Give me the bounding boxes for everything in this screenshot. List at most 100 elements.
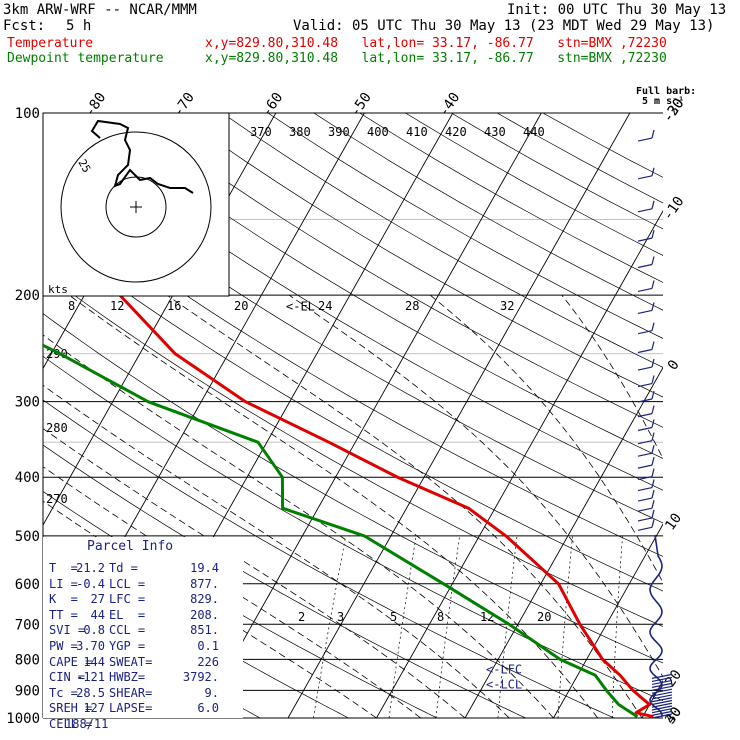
dewpoint-legend: Dewpoint temperature: [7, 51, 164, 66]
wind-barb: [651, 679, 673, 686]
isotherm-line: [0, 113, 10, 718]
upper-mixing-label: 12: [110, 299, 124, 313]
level-annotation: <-LFC: [486, 663, 522, 677]
parcel-param-label: HWBZ=: [109, 670, 146, 685]
parcel-param-value: 6.0: [197, 701, 219, 716]
theta-label: 430: [484, 125, 506, 139]
wind-barb: [651, 167, 655, 176]
parcel-param-label: EL =: [109, 607, 146, 622]
wind-barb: [651, 229, 655, 239]
mixing-ratio-line: [497, 535, 518, 718]
wind-barb: [651, 697, 673, 703]
parcel-param-value: 877.: [190, 576, 219, 591]
fcst-value: 5 h: [66, 18, 92, 34]
wind-barb: [651, 713, 673, 719]
parcel-param-value: 127: [83, 701, 105, 716]
wind-barb: [651, 489, 655, 499]
dry-adiabat: [43, 355, 663, 702]
isotherm-line: [464, 366, 663, 718]
wind-barb: [637, 137, 653, 142]
isotherm-label: -10: [660, 194, 688, 224]
valid-time: Valid: 05 UTC Thu 30 May 13 (23 MDT Wed …: [293, 18, 715, 34]
parcel-param-label: T =: [49, 561, 78, 575]
dry-adiabat: [43, 313, 663, 664]
theta-label: 420: [445, 125, 467, 139]
isotherm-label: -40: [436, 90, 464, 120]
isotherm-line: [731, 113, 740, 718]
hodograph-units: kts: [48, 283, 68, 296]
moist-adiabat: [43, 428, 466, 718]
mixing-ratio-label: 5: [390, 610, 397, 624]
wind-barb: [651, 688, 673, 694]
wind-barb: [651, 509, 655, 519]
wind-barb: [651, 322, 655, 331]
parcel-param-value: 28.5: [76, 685, 105, 700]
isotherm-line: [641, 679, 663, 718]
wind-barb: [637, 413, 653, 418]
theta-label: 410: [406, 125, 428, 139]
parcel-param-label: LCL =: [109, 576, 146, 591]
theta-label: 370: [250, 125, 272, 139]
wind-barb: [637, 526, 653, 531]
parcel-param-value: -121: [76, 670, 105, 685]
parcel-param-label: PW =: [49, 639, 78, 653]
wind-barb: [637, 263, 653, 269]
dry-adiabat: [222, 113, 663, 368]
dewpoint-location: x,y=829.80,310.48 lat,lon= 33.17, -86.77…: [205, 51, 667, 66]
mixing-ratio-line: [388, 535, 417, 718]
isotherm-line: [287, 113, 631, 718]
wind-barb: [637, 348, 653, 354]
isobar-label: 100: [15, 106, 40, 122]
temperature-location: x,y=829.80,310.48 lat,lon= 33.17, -86.77…: [205, 36, 667, 51]
upper-mixing-label: 16: [167, 299, 181, 313]
theta-label: 440: [523, 125, 545, 139]
mixing-ratio-label: 8: [437, 610, 444, 624]
hodograph-ring-label: 25: [75, 157, 93, 175]
isobar-label: 200: [15, 288, 40, 304]
wind-barb: [651, 200, 655, 209]
dry-adiabat: [176, 113, 663, 398]
parcel-param-value: -0.4: [76, 576, 105, 591]
wind-barb: [637, 486, 653, 492]
wind-barb: [651, 682, 673, 688]
parcel-param-value: 0.1: [197, 639, 219, 653]
wind-key-line2: 5 m s⁻¹: [642, 96, 685, 107]
dry-adiabat: [130, 113, 663, 428]
isobar-label: 700: [15, 617, 40, 633]
hodograph-trace: [90, 119, 194, 194]
wind-barb: [651, 708, 673, 714]
dry-adiabat: [496, 113, 663, 204]
mixing-ratio-line: [557, 535, 573, 718]
wind-barb: [637, 426, 653, 432]
parcel-param-label: TT =: [49, 607, 78, 622]
wind-barb: [651, 129, 655, 139]
isobar-label: 900: [15, 683, 40, 699]
wind-barb: [637, 507, 653, 512]
wind-barb: [637, 464, 653, 469]
wind-barb: [651, 419, 655, 428]
upper-mixing-label: 8: [68, 299, 75, 313]
moist-adiabat: [561, 294, 663, 460]
isobar-label: 400: [15, 470, 40, 486]
wind-barb: [637, 440, 653, 445]
isotherm-label: 0: [665, 357, 683, 373]
wind-barb: [651, 358, 655, 368]
wind-barb: [637, 309, 653, 315]
wind-barb: [637, 330, 653, 335]
dry-adiabat: [43, 231, 663, 592]
fcst-label: Fcst:: [3, 18, 46, 34]
parcel-param-value: 3792.: [182, 670, 219, 685]
wind-barb: [651, 702, 673, 708]
dewpoint-profile: [43, 343, 639, 718]
parcel-param-label: LFC =: [109, 592, 146, 607]
wind-barb: [651, 405, 655, 414]
dry-adiabat: [43, 399, 615, 718]
parcel-param-label: LI =: [49, 576, 78, 591]
isotherm-line: [376, 210, 663, 718]
parcel-param-value: 851.: [190, 623, 219, 638]
parcel-param-value: 44: [90, 607, 105, 622]
parcel-param-value: 3.70: [76, 639, 105, 653]
parcel-param-value: 9.: [204, 685, 219, 700]
wind-barb: [637, 287, 653, 293]
level-annotation: <-EL: [286, 299, 315, 313]
